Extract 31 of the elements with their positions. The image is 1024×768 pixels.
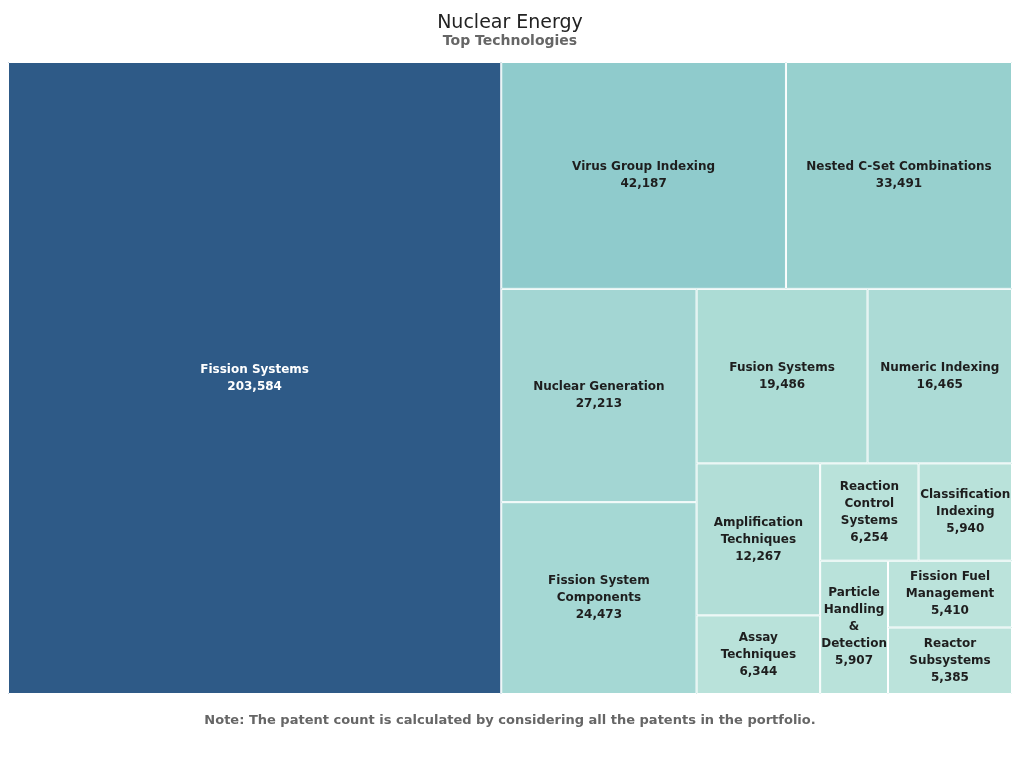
data-label: 27,213	[575, 396, 623, 411]
data-label: 6,254	[850, 529, 889, 544]
category-label: Fission System Components	[548, 573, 650, 605]
data-label: 12,267	[735, 548, 782, 563]
category-label: Amplification Techniques	[713, 514, 804, 546]
category-label: Reaction Control Systems	[839, 478, 899, 527]
category-label: Fission Fuel Management	[905, 569, 995, 601]
category-label: Nested C-Set Combinations	[806, 159, 992, 174]
data-label: 5,940	[946, 521, 985, 536]
category-label: Assay Techniques	[720, 629, 797, 661]
text: Top Technologies	[441, 32, 579, 48]
text: Nuclear Energy	[436, 10, 584, 32]
category-label: Virus Group Indexing	[572, 159, 716, 174]
text: Note: The patent count is calculated by considering all the patents in the portfolio.	[203, 712, 817, 727]
category-label: Fusion Systems	[729, 359, 835, 374]
category-label: Particle Handling & Detection	[821, 585, 887, 651]
category-label: Reactor Subsystems	[909, 635, 991, 667]
category-label: Numeric Indexing	[880, 359, 1000, 374]
data-label: 5,410	[931, 603, 969, 618]
data-label: 42,187	[620, 176, 667, 191]
data-label: 19,486	[758, 376, 806, 391]
data-label: 24,473	[575, 607, 623, 622]
data-label: 16,465	[916, 376, 963, 391]
data-label: 5,385	[931, 669, 969, 684]
data-label: 6,344	[739, 663, 778, 678]
category-label: Classification Indexing	[920, 487, 1011, 519]
category-label: Nuclear Generation	[533, 379, 665, 394]
data-label: 203,584	[227, 378, 282, 393]
data-label: 5,907	[835, 653, 874, 668]
data-label: 33,491	[875, 176, 923, 191]
category-label: Fission Systems	[200, 361, 310, 376]
